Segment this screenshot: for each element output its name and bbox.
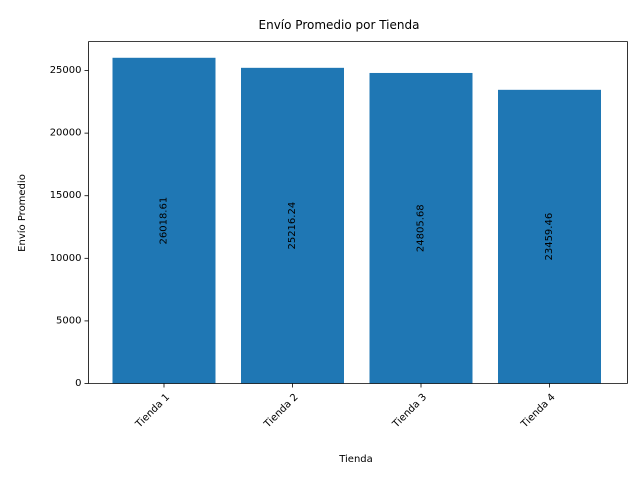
- bar: [112, 57, 216, 384]
- bar-value-label: 26018.61: [159, 197, 170, 245]
- y-tick-label: 20000: [50, 128, 82, 139]
- bar: [241, 67, 344, 384]
- chart-title: Envío Promedio por Tienda: [259, 18, 420, 32]
- bar: [498, 89, 601, 384]
- y-tick-label: 5000: [56, 315, 81, 326]
- y-axis-ticks: 0 5000 10000 15000 20000 25000: [50, 65, 89, 389]
- plot-frame: [88, 41, 628, 384]
- y-tick-label: 25000: [50, 65, 82, 76]
- bars-layer: [112, 57, 601, 384]
- x-axis-label: Tienda: [338, 454, 373, 465]
- bar: [369, 72, 473, 384]
- y-tick-label: 10000: [50, 253, 82, 264]
- y-axis-label: Envío Promedio: [16, 174, 28, 252]
- bar-value-label: 25216.24: [287, 202, 298, 250]
- bar-value-labels: 26018.61 25216.24 24805.68 23459.46: [159, 197, 556, 261]
- bar-value-label: 23459.46: [544, 213, 555, 261]
- bar-value-label: 24805.68: [416, 204, 427, 252]
- axes: [88, 41, 628, 384]
- y-tick-label: 0: [75, 378, 81, 389]
- y-tick-label: 15000: [50, 190, 82, 201]
